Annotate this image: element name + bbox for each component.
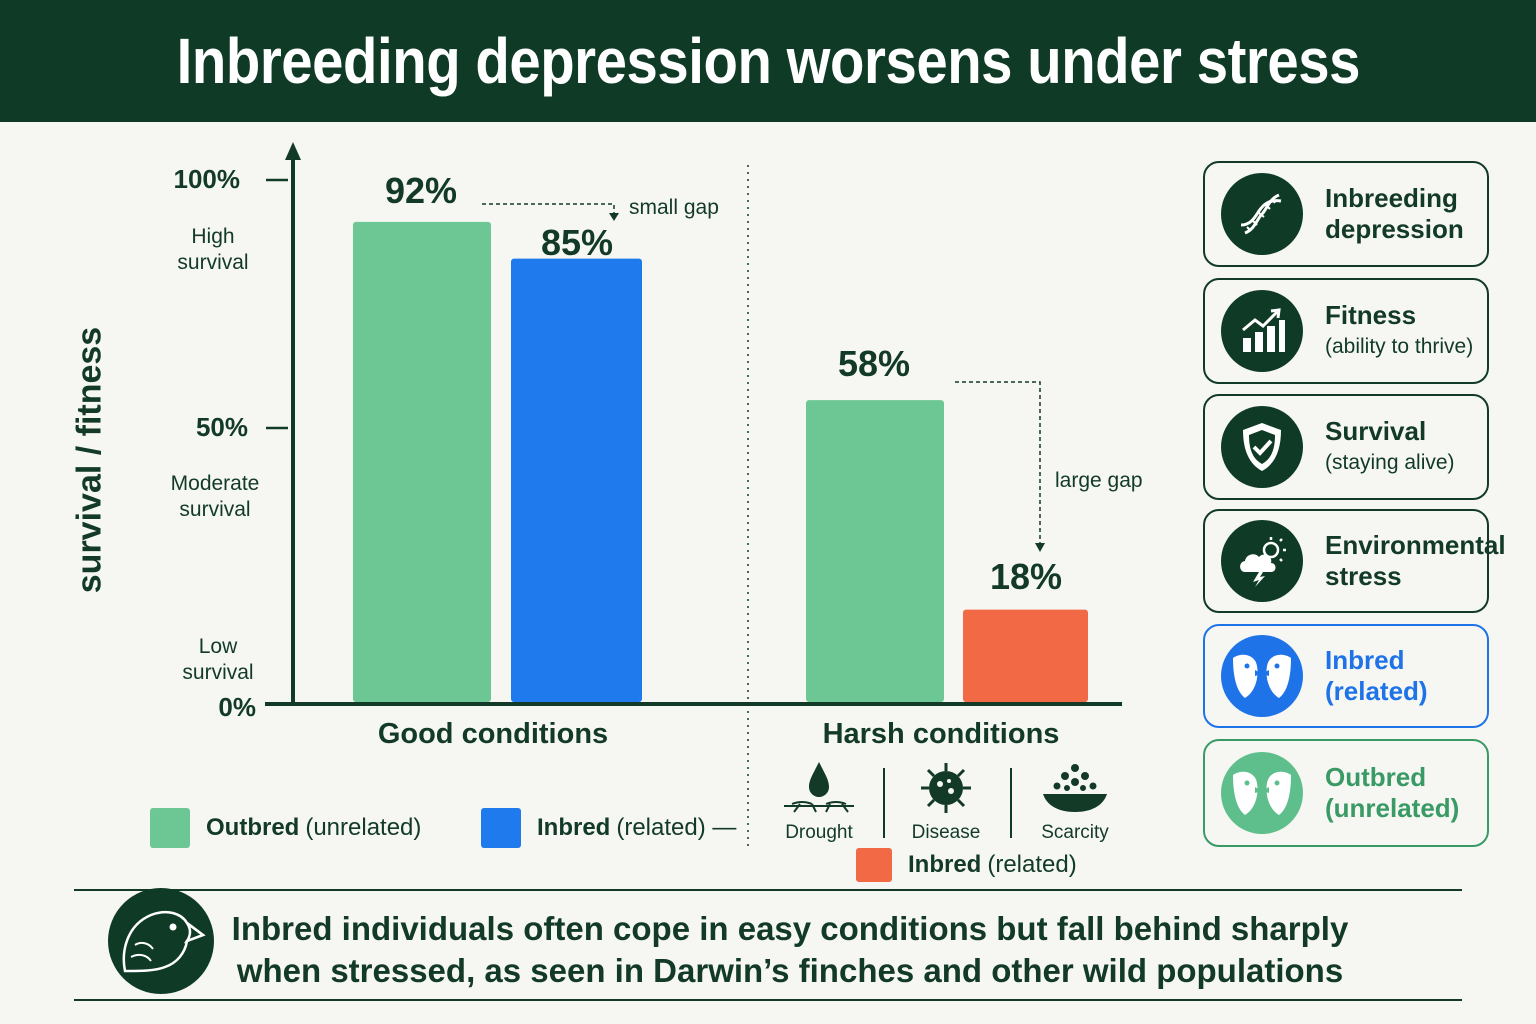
legend-inbred-bold: Inbred bbox=[537, 814, 611, 841]
card-title: Environmental bbox=[1325, 530, 1506, 560]
legend-inbred-harsh-bold: Inbred bbox=[908, 851, 982, 878]
chart-title: Inbreeding depression worsens under stre… bbox=[176, 25, 1360, 97]
card-subtitle: (ability to thrive) bbox=[1325, 335, 1474, 358]
card-inbreeding-depression: Inbreeding depression bbox=[1203, 161, 1489, 267]
card-text: Outbred (unrelated) bbox=[1325, 762, 1459, 824]
legend-inbred-harsh-rest: (related) bbox=[987, 851, 1077, 878]
footer-rule-bottom bbox=[74, 999, 1462, 1001]
bar-value-label-harsh-inbred: 18% bbox=[989, 556, 1063, 597]
small-gap-label: small gap bbox=[629, 196, 719, 219]
y-tick-label-50: 50% bbox=[195, 412, 248, 442]
storm-cloud-icon bbox=[1240, 537, 1286, 587]
stressor-drought: Drought bbox=[769, 760, 869, 844]
card-title: Fitness bbox=[1325, 300, 1417, 330]
drought-icon bbox=[784, 762, 854, 813]
card-icon-circle bbox=[1221, 173, 1303, 255]
card-environmental-stress: Environmental stress bbox=[1203, 509, 1506, 613]
footer-line-2: when stressed, as seen in Darwin’s finch… bbox=[236, 952, 1344, 989]
legend-swatch-outbred bbox=[150, 808, 190, 848]
growth-chart-icon bbox=[1242, 308, 1285, 352]
stressor-label-drought: Drought bbox=[785, 822, 853, 843]
card-title: Inbred bbox=[1325, 645, 1405, 675]
finch-icon bbox=[122, 911, 206, 973]
zone-label-moderate: Moderate survival bbox=[170, 472, 260, 521]
card-text: Environmental stress bbox=[1325, 530, 1506, 592]
virus-icon bbox=[921, 763, 971, 813]
y-tick-label-0: 0% bbox=[218, 692, 256, 722]
stressor-disease: Disease bbox=[896, 760, 996, 844]
footer-rule-top bbox=[74, 889, 1462, 891]
card-subtitle: (staying alive) bbox=[1325, 451, 1455, 474]
large-gap-arrowhead bbox=[1035, 543, 1045, 552]
card-text: Inbreeding depression bbox=[1325, 183, 1464, 245]
shield-check-icon bbox=[1243, 423, 1281, 471]
small-gap-arrowhead bbox=[609, 213, 619, 221]
birds-icon bbox=[1233, 771, 1291, 815]
large-gap-connector bbox=[955, 381, 1041, 545]
stressor-label-scarcity: Scarcity bbox=[1041, 822, 1109, 843]
birds-icon bbox=[1233, 654, 1291, 698]
card-subtitle: (unrelated) bbox=[1325, 793, 1460, 823]
card-icon-circle bbox=[1221, 290, 1303, 372]
legend-swatch-inbred-orange bbox=[856, 848, 892, 882]
card-subtitle: (related) bbox=[1325, 676, 1428, 706]
small-gap-connector bbox=[482, 203, 615, 216]
card-text: Fitness (ability to thrive) bbox=[1325, 300, 1473, 362]
card-icon-circle bbox=[1221, 635, 1303, 717]
footer-line-1: Inbred individuals often cope in easy co… bbox=[231, 910, 1349, 947]
card-subtitle: depression bbox=[1325, 214, 1464, 244]
stressor-divider-2 bbox=[1010, 768, 1012, 838]
bar-harsh-inbred bbox=[963, 609, 1088, 702]
dna-icon bbox=[1240, 193, 1282, 235]
legend-outbred-rest: (unrelated) bbox=[305, 814, 422, 841]
stressor-divider-1 bbox=[883, 768, 885, 838]
large-gap-label: large gap bbox=[1055, 469, 1143, 492]
bar-harsh-outbred bbox=[806, 400, 944, 702]
bar-good-outbred bbox=[353, 221, 491, 703]
bar-value-label-good-inbred: 85% bbox=[540, 222, 614, 263]
stressor-scarcity: Scarcity bbox=[1025, 760, 1125, 844]
bar-value-label-good-outbred: 92% bbox=[384, 170, 458, 211]
card-outbred: Outbred (unrelated) bbox=[1203, 739, 1489, 847]
x-category-label-good: Good conditions bbox=[377, 718, 609, 750]
card-text: Survival (staying alive) bbox=[1325, 416, 1455, 478]
card-icon-circle bbox=[1221, 752, 1303, 834]
legend-outbred-bold: Outbred bbox=[206, 814, 300, 841]
card-title: Outbred bbox=[1325, 762, 1427, 792]
card-fitness: Fitness (ability to thrive) bbox=[1203, 278, 1489, 384]
x-category-label-harsh: Harsh conditions bbox=[822, 718, 1060, 750]
legend-item-inbred-harsh: Inbred (related) bbox=[856, 848, 1077, 882]
y-tick-label-100: 100% bbox=[173, 164, 241, 194]
card-icon-circle bbox=[1221, 406, 1303, 488]
finch-badge bbox=[108, 888, 214, 994]
food-bowl-icon bbox=[1043, 764, 1107, 812]
legend-item-inbred-good: Inbred (related) — bbox=[481, 808, 736, 848]
zone-label-low: Low survival bbox=[182, 635, 254, 684]
stressor-label-disease: Disease bbox=[911, 822, 981, 843]
y-axis-arrow bbox=[285, 142, 301, 160]
card-subtitle: stress bbox=[1325, 561, 1402, 591]
card-survival: Survival (staying alive) bbox=[1203, 394, 1489, 500]
legend-inbred-rest: (related) — bbox=[616, 814, 737, 841]
card-inbred: Inbred (related) bbox=[1203, 624, 1489, 728]
card-title: Inbreeding bbox=[1325, 183, 1458, 213]
card-icon-circle bbox=[1221, 520, 1303, 602]
bar-good-inbred bbox=[511, 258, 642, 702]
footer-caption: Inbred individuals often cope in easy co… bbox=[230, 908, 1350, 992]
legend-item-outbred: Outbred (unrelated) bbox=[150, 808, 421, 848]
bar-value-label-harsh-outbred: 58% bbox=[837, 343, 911, 384]
card-text: Inbred (related) bbox=[1325, 645, 1428, 707]
card-title: Survival bbox=[1325, 416, 1427, 446]
title-banner: Inbreeding depression worsens under stre… bbox=[0, 0, 1536, 122]
zone-label-high: High survival bbox=[177, 225, 249, 274]
legend-swatch-inbred-blue bbox=[481, 808, 521, 848]
